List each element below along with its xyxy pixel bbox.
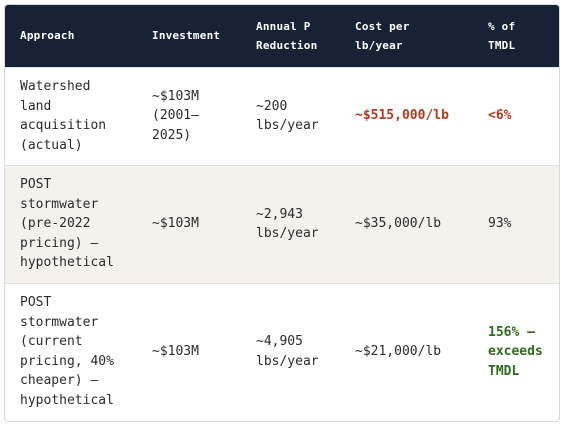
tmdl-text: 93% bbox=[488, 216, 512, 232]
header-investment-label: Investment bbox=[152, 29, 221, 43]
cell-cost: ~$35,000/lb bbox=[340, 164, 473, 283]
cell-tmdl: <6% bbox=[473, 66, 559, 165]
investment-text: ~$103M bbox=[152, 216, 199, 232]
cell-cost: ~$515,000/lb bbox=[340, 66, 473, 165]
investment-text: ~$103M bbox=[152, 344, 199, 359]
cell-tmdl: 156% — exceeds TMDL bbox=[473, 282, 559, 420]
reduction-text: ~200 lbs/year bbox=[256, 98, 319, 134]
header-approach-label: Approach bbox=[20, 29, 75, 43]
header-tmdl: % of TMDL bbox=[473, 5, 559, 67]
header-cost-label: Cost per lb/year bbox=[355, 19, 410, 52]
phosphorus-cost-comparison-table: Approach Investment Annual P Reduction C… bbox=[5, 5, 559, 420]
header-approach: Approach bbox=[5, 5, 137, 67]
cell-reduction: ~200 lbs/year bbox=[241, 66, 340, 165]
table-row: POST stormwater (current pricing, 40% ch… bbox=[5, 282, 559, 420]
header-row: Approach Investment Annual P Reduction C… bbox=[5, 5, 559, 67]
cell-reduction: ~2,943 lbs/year bbox=[241, 164, 340, 283]
comparison-table-container: Approach Investment Annual P Reduction C… bbox=[4, 4, 560, 422]
cell-investment: ~$103M bbox=[137, 282, 241, 420]
cell-cost: ~$21,000/lb bbox=[340, 282, 473, 420]
cost-text: ~$35,000/lb bbox=[355, 216, 442, 232]
investment-text: ~$103M (2001– 2025) bbox=[152, 88, 199, 143]
cell-approach: POST stormwater (pre-2022 pricing) — hyp… bbox=[5, 164, 137, 283]
table-header: Approach Investment Annual P Reduction C… bbox=[5, 5, 559, 67]
cost-text-highlight: ~$515,000/lb bbox=[355, 108, 449, 124]
approach-text: Watershed land acquisition (actual) bbox=[20, 79, 107, 153]
reduction-text: ~4,905 lbs/year bbox=[256, 334, 319, 369]
header-reduction: Annual P Reduction bbox=[241, 5, 340, 67]
cell-investment: ~$103M (2001– 2025) bbox=[137, 66, 241, 165]
cell-approach: POST stormwater (current pricing, 40% ch… bbox=[5, 282, 137, 420]
tmdl-text-highlight: 156% — exceeds TMDL bbox=[488, 324, 543, 379]
approach-text: POST stormwater (pre-2022 pricing) — hyp… bbox=[20, 177, 114, 271]
tmdl-text-highlight: <6% bbox=[488, 108, 512, 124]
cell-tmdl: 93% bbox=[473, 164, 559, 283]
approach-text: POST stormwater (current pricing, 40% ch… bbox=[20, 295, 114, 408]
cell-approach: Watershed land acquisition (actual) bbox=[5, 66, 137, 165]
table-row: Watershed land acquisition (actual) ~$10… bbox=[5, 66, 559, 165]
header-investment: Investment bbox=[137, 5, 241, 67]
table-body: Watershed land acquisition (actual) ~$10… bbox=[5, 66, 559, 420]
reduction-text: ~2,943 lbs/year bbox=[256, 206, 319, 242]
cell-reduction: ~4,905 lbs/year bbox=[241, 282, 340, 420]
cell-investment: ~$103M bbox=[137, 164, 241, 283]
header-cost: Cost per lb/year bbox=[340, 5, 473, 67]
table-row: POST stormwater (pre-2022 pricing) — hyp… bbox=[5, 164, 559, 283]
header-reduction-label: Annual P Reduction bbox=[256, 19, 318, 52]
header-tmdl-label: % of TMDL bbox=[488, 19, 516, 52]
cost-text: ~$21,000/lb bbox=[355, 344, 442, 359]
